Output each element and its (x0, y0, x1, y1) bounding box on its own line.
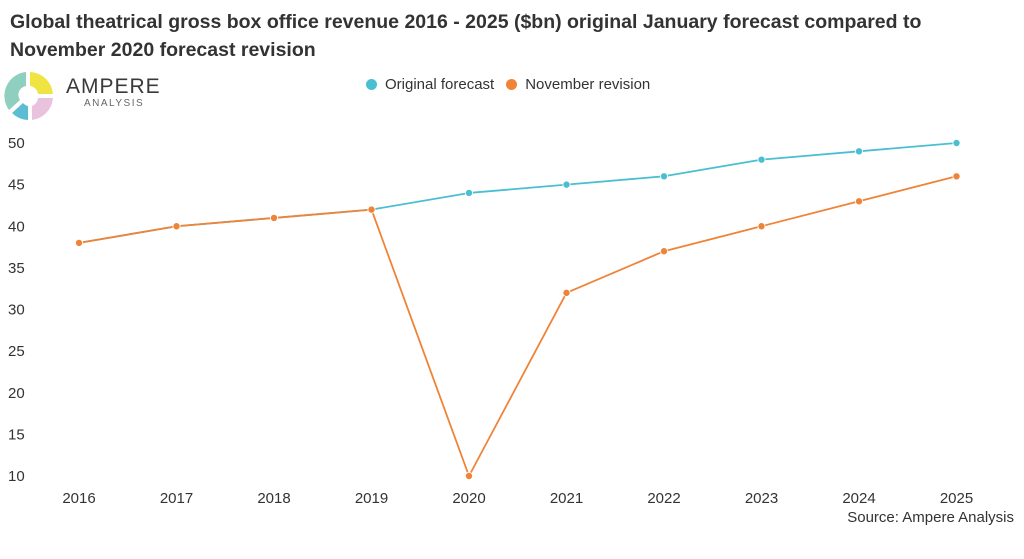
legend-label-original: Original forecast (385, 75, 495, 93)
logo-segment-blue (12, 103, 28, 120)
data-point-november (562, 288, 571, 297)
data-point-original (757, 155, 766, 164)
legend-marker-original (366, 78, 377, 90)
data-point-november (855, 197, 864, 206)
data-point-november (757, 222, 766, 231)
data-point-november (75, 238, 84, 247)
logo-subtitle: ANALYSIS (84, 98, 145, 109)
y-tick-label: 40 (8, 218, 25, 235)
y-tick-label: 25 (8, 343, 25, 360)
y-tick-label: 50 (8, 135, 25, 152)
x-tick-label: 2023 (745, 490, 778, 507)
x-tick-label: 2019 (355, 490, 388, 507)
y-tick-label: 30 (8, 302, 25, 319)
series-line-original (78, 142, 957, 244)
x-tick-label: 2022 (647, 490, 680, 507)
legend-marker-november (506, 78, 518, 90)
y-tick-label: 35 (8, 260, 25, 277)
ampere-logo: AMPERE ANALYSIS (4, 70, 160, 122)
y-tick-label: 45 (8, 177, 25, 194)
x-tick-label: 2025 (940, 490, 973, 507)
logo-segment-teal (4, 72, 26, 110)
data-point-original (562, 180, 571, 189)
data-point-november (660, 247, 669, 256)
x-tick-label: 2017 (160, 490, 193, 507)
x-tick-label: 2024 (842, 490, 875, 507)
data-point-original (660, 172, 669, 181)
ampere-logo-mark-icon (4, 72, 53, 120)
data-point-original (464, 188, 473, 197)
logo-name: AMPERE (66, 75, 161, 98)
legend-label-november: November revision (525, 75, 651, 93)
x-tick-label: 2020 (452, 490, 485, 507)
x-tick-label: 2016 (62, 490, 95, 507)
y-tick-label: 10 (8, 468, 25, 485)
data-point-november (269, 213, 278, 222)
legend-item-original[interactable]: Original forecast (366, 76, 494, 93)
chart-legend: Original forecast November revision (366, 74, 662, 94)
data-point-november (172, 222, 181, 231)
chart-title: Global theatrical gross box office reven… (10, 11, 922, 61)
logo-segment-yellow (30, 72, 53, 94)
source-note: Source: Ampere Analysis (847, 509, 1014, 526)
y-tick-label: 15 (8, 426, 25, 443)
data-point-november (367, 205, 376, 214)
logo-segment-pink (32, 98, 53, 120)
legend-item-november[interactable]: November revision (506, 76, 650, 93)
data-point-november (464, 471, 473, 480)
x-tick-label: 2021 (550, 490, 583, 507)
x-tick-label: 2018 (257, 490, 290, 507)
data-point-original (952, 138, 961, 147)
data-point-original (855, 147, 864, 156)
series-line-november (78, 175, 957, 477)
y-tick-label: 20 (8, 385, 25, 402)
data-point-november (952, 172, 961, 181)
